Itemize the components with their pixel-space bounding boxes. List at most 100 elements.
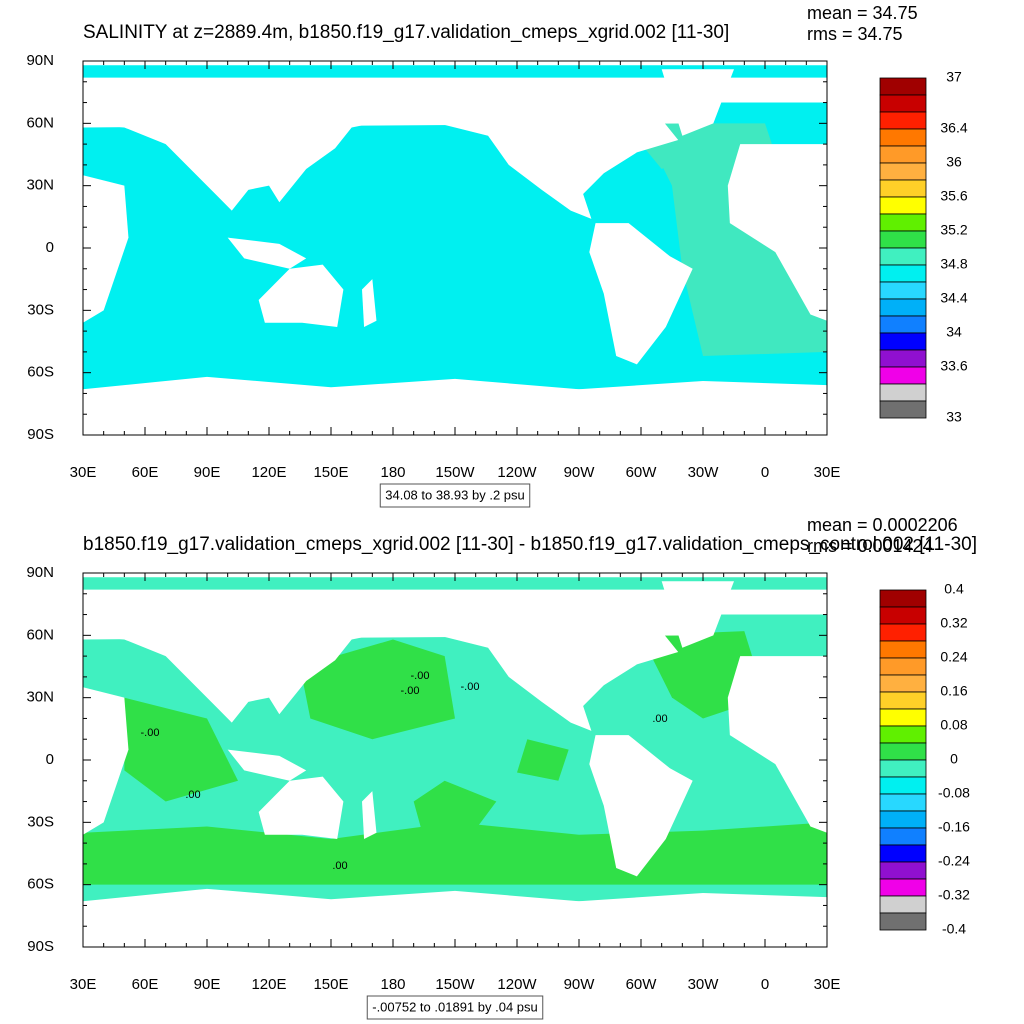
colorbar-label: 33.6: [940, 358, 967, 374]
colorbar-label: 35.6: [940, 188, 967, 204]
colorbar-box: [879, 861, 927, 880]
info-text: -.00752 to .01891 by .04 psu: [372, 999, 538, 1014]
colorbar-box: [879, 827, 927, 846]
lon-label: 90W: [564, 464, 596, 481]
map: [83, 573, 827, 947]
colorbar-box: [879, 912, 927, 931]
colorbar-label: 0: [950, 751, 958, 767]
colorbar-box: [879, 366, 927, 385]
contour-label: .00: [185, 789, 200, 801]
lon-label: 0: [761, 976, 769, 993]
colorbar-label: 34.4: [940, 290, 967, 306]
info-box: 34.08 to 38.93 by .2 psu: [379, 483, 531, 508]
contour-label: -.00: [401, 685, 420, 697]
map: [83, 61, 827, 435]
colorbar-box: [879, 708, 927, 727]
colorbar-box: [879, 776, 927, 795]
lon-label: 150E: [313, 976, 348, 993]
panel: b1850.f19_g17.validation_cmeps_xgrid.002…: [26, 515, 977, 1020]
colorbar-box: [879, 623, 927, 642]
contour-label: -.00: [411, 670, 430, 682]
colorbar-label: 33: [946, 409, 962, 425]
lat-label: 30S: [27, 813, 54, 830]
info-text: 34.08 to 38.93 by .2 psu: [385, 487, 525, 502]
info-frame: [379, 483, 531, 508]
colorbar-label: 36: [946, 154, 962, 170]
colorbar-box: [879, 640, 927, 659]
lat-label: 90S: [27, 938, 54, 955]
colorbar-box: [879, 383, 927, 402]
ocean-field: [300, 639, 455, 740]
colorbar-box: [879, 878, 927, 897]
lat-label: 90N: [26, 564, 54, 581]
panel-title: SALINITY at z=2889.4m, b1850.f19_g17.val…: [83, 22, 729, 43]
lat-label: 30N: [26, 689, 54, 706]
lon-label: 90E: [194, 976, 221, 993]
colorbar-label: 0.24: [940, 649, 967, 665]
lon-label: 150W: [435, 464, 475, 481]
colorbar-box: [879, 196, 927, 215]
lon-label: 30W: [688, 464, 720, 481]
lat-label: 60N: [26, 114, 54, 131]
lat-label: 90S: [27, 426, 54, 443]
ocean-field: [124, 697, 238, 802]
colorbar-box: [879, 230, 927, 249]
colorbar-label: -0.32: [938, 887, 970, 903]
panel-title: b1850.f19_g17.validation_cmeps_xgrid.002…: [83, 534, 977, 555]
lon-label: 30E: [70, 464, 97, 481]
mean-stat: mean = 0.0002206: [807, 515, 958, 535]
colorbar-box: [879, 162, 927, 181]
colorbar-label: -0.24: [938, 853, 970, 869]
lon-label: 180: [380, 976, 405, 993]
colorbar-box: [879, 606, 927, 625]
mean-stat: mean = 34.75: [807, 3, 918, 23]
colorbar-box: [879, 657, 927, 676]
colorbar-box: [879, 349, 927, 368]
lat-label: 0: [46, 751, 54, 768]
colorbar-box: [879, 725, 927, 744]
colorbar-label: 0.32: [940, 615, 967, 631]
ocean-field: [413, 780, 497, 844]
colorbar-box: [879, 589, 927, 608]
colorbar-box: [879, 77, 927, 96]
colorbar-box: [879, 179, 927, 198]
colorbar-box: [879, 810, 927, 829]
lon-label: 30E: [814, 464, 841, 481]
colorbar-label: 0.08: [940, 717, 967, 733]
colorbar-label: 36.4: [940, 120, 967, 136]
lon-label: 180: [380, 464, 405, 481]
contour-label: .00: [652, 713, 667, 725]
colorbar-box: [879, 281, 927, 300]
lon-label: 120W: [497, 976, 537, 993]
info-box: -.00752 to .01891 by .04 psu: [366, 995, 544, 1020]
colorbar-box: [879, 213, 927, 232]
colorbar-box: [879, 759, 927, 778]
colorbar-box: [879, 742, 927, 761]
rms-stat: rms = 0.001424: [807, 536, 933, 556]
lon-label: 30E: [814, 976, 841, 993]
colorbar-box: [879, 691, 927, 710]
colorbar-box: [879, 844, 927, 863]
lon-label: 90E: [194, 464, 221, 481]
colorbar-box: [879, 94, 927, 113]
lat-label: 60N: [26, 626, 54, 643]
contour-label: .00: [332, 860, 347, 872]
colorbar-box: [879, 264, 927, 283]
colorbar-box: [879, 895, 927, 914]
lat-label: 60S: [27, 364, 54, 381]
colorbar-label: -0.08: [938, 785, 970, 801]
lon-label: 120W: [497, 464, 537, 481]
colorbar-label: 34.8: [940, 256, 967, 272]
lon-label: 60W: [626, 976, 658, 993]
lat-label: 90N: [26, 52, 54, 69]
lon-label: 90W: [564, 976, 596, 993]
lon-label: 60E: [132, 464, 159, 481]
ocean-field: [517, 739, 569, 781]
colorbar-box: [879, 128, 927, 147]
lon-label: 120E: [251, 976, 286, 993]
lon-label: 150E: [313, 464, 348, 481]
colorbar-label: 37: [946, 69, 962, 85]
colorbar-label: -0.4: [942, 921, 966, 937]
lon-label: 30W: [688, 976, 720, 993]
